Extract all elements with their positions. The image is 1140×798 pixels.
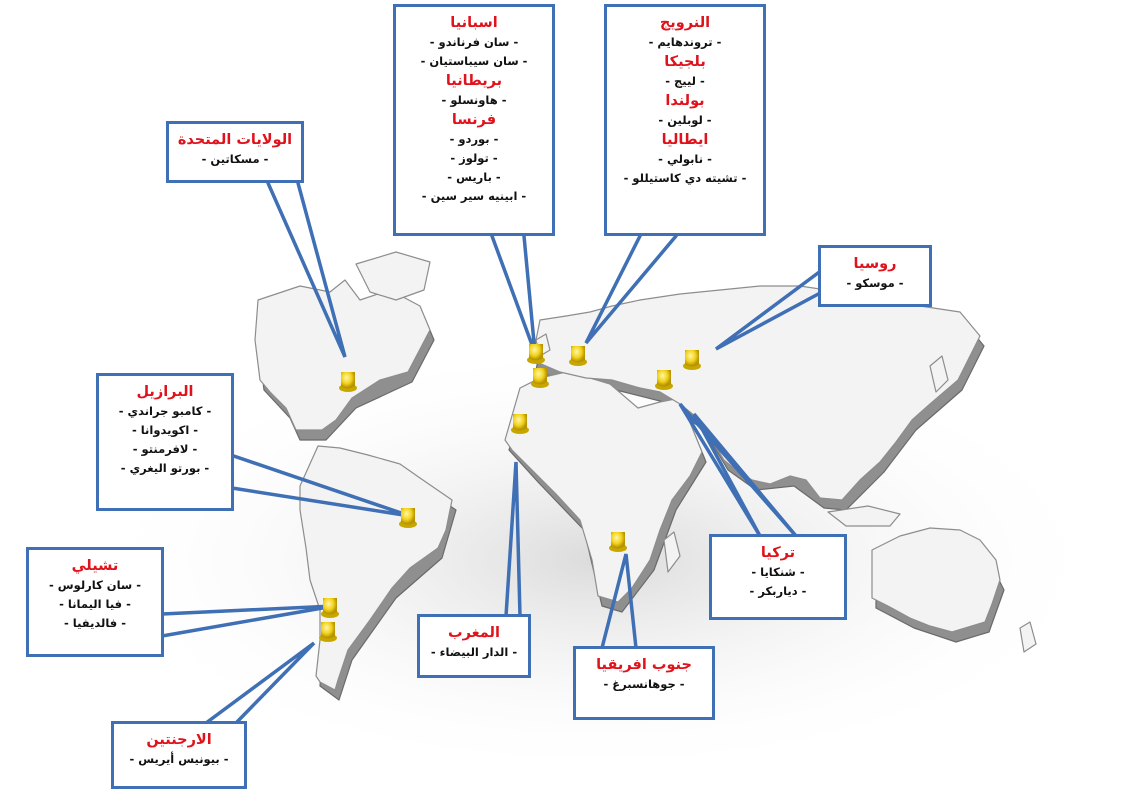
callout-russia: روسيا موسكو	[818, 245, 932, 307]
connector-argentina	[204, 641, 316, 725]
map-pin	[527, 344, 545, 364]
country-brazil: البرازيل	[136, 384, 194, 400]
connector-safrica	[600, 553, 638, 650]
callout-chile: تشيلي سان كارلوس فيا اليمانا فالديفيا	[26, 547, 164, 657]
country-russia: روسيا	[853, 256, 897, 272]
south-america	[299, 445, 453, 691]
madagascar	[663, 531, 681, 573]
city-campo-grande: كامبو جراندي	[103, 402, 227, 421]
city-villa-alemana: فيا اليمانا	[33, 595, 157, 614]
city-cankaya: شنكايا	[716, 563, 840, 582]
city-san-fernando: سان فرناندو	[400, 33, 548, 52]
city-liege: لييج	[611, 72, 759, 91]
country-argentina: الارجنتين	[146, 732, 212, 748]
country-france: فرنسا	[451, 112, 497, 128]
city-valdivia: فالديفيا	[33, 614, 157, 633]
greenland	[355, 251, 431, 301]
city-toulouse: تولوز	[400, 149, 548, 168]
country-belgium: بلجيكا	[664, 54, 706, 70]
callout-south-africa: جنوب افريقيا جوهانسبرغ	[573, 646, 715, 720]
country-usa: الولايات المتحدة	[177, 132, 293, 148]
country-turkey: تركيا	[760, 545, 796, 561]
callout-usa: الولايات المتحدة مسكاتين	[166, 121, 304, 183]
japan	[929, 355, 949, 393]
indonesia	[827, 505, 901, 527]
connector-iberia	[490, 234, 537, 354]
city-lublin: لوبلين	[611, 111, 759, 130]
city-moscow: موسكو	[825, 274, 925, 293]
map-pin	[321, 598, 339, 618]
callout-europe: النرويج تروندهايم بلجيكا لييج بولندا لوب…	[604, 4, 766, 236]
country-morocco: المغرب	[448, 625, 500, 641]
country-britain: بريطانيا	[445, 73, 503, 89]
map-pin	[609, 532, 627, 552]
new-zealand	[1019, 621, 1037, 653]
connector-morocco	[504, 461, 522, 618]
map-pin	[399, 508, 417, 528]
map-pin	[655, 370, 673, 390]
city-trondheim: تروندهايم	[611, 33, 759, 52]
country-poland: بولندا	[665, 93, 705, 109]
city-naples: نابولي	[611, 150, 759, 169]
connector-usa	[266, 181, 347, 358]
city-bordeaux: بوردو	[400, 130, 548, 149]
city-epinay-sur-seine: ابينيه سير سين	[400, 187, 548, 206]
city-san-sebastian: سان سيباستيان	[400, 52, 548, 71]
city-johannesburg: جوهانسبرغ	[580, 675, 708, 694]
city-buenos-aires: بيونيس أيريس	[118, 750, 240, 769]
map-pin	[511, 414, 529, 434]
country-norway: النرويج	[659, 15, 711, 31]
city-aquidauana: اكويدوانا	[103, 421, 227, 440]
country-chile: تشيلي	[71, 558, 119, 574]
callout-turkey: تركيا شنكايا دياربكر	[709, 534, 847, 620]
map-pin	[569, 346, 587, 366]
map-pin	[683, 350, 701, 370]
country-south-africa: جنوب افريقيا	[596, 657, 692, 673]
eurasia	[531, 285, 981, 501]
callout-morocco: المغرب الدار البيضاء	[417, 614, 531, 678]
city-san-carlos: سان كارلوس	[33, 576, 157, 595]
australia	[871, 527, 1001, 633]
city-livramento: لافرمنتو	[103, 440, 227, 459]
location-pins	[319, 344, 701, 642]
callout-brazil: البرازيل كامبو جراندي اكويدوانا لافرمنتو…	[96, 373, 234, 511]
connector-turkey-2	[692, 412, 798, 538]
connector-europe	[584, 234, 678, 345]
country-spain: اسبانيا	[450, 15, 498, 31]
city-citta-di-castello: تشيته دي كاستيللو	[611, 169, 759, 188]
africa	[504, 371, 703, 603]
city-muscatine: مسكاتين	[173, 150, 297, 169]
city-porto-alegre: بورتو اليغري	[103, 459, 227, 478]
connector-russia	[714, 268, 824, 351]
map-pin	[531, 368, 549, 388]
city-diyarbakir: دياربكر	[716, 582, 840, 601]
callout-iberia-france: اسبانيا سان فرناندو سان سيباستيان بريطان…	[393, 4, 555, 236]
map-pin	[339, 372, 357, 392]
map-pin	[319, 622, 337, 642]
city-casablanca: الدار البيضاء	[424, 643, 524, 662]
callout-argentina: الارجنتين بيونيس أيريس	[111, 721, 247, 789]
city-hounslow: هاونسلو	[400, 91, 548, 110]
city-paris: باريس	[400, 168, 548, 187]
country-italy: ايطاليا	[661, 132, 709, 148]
